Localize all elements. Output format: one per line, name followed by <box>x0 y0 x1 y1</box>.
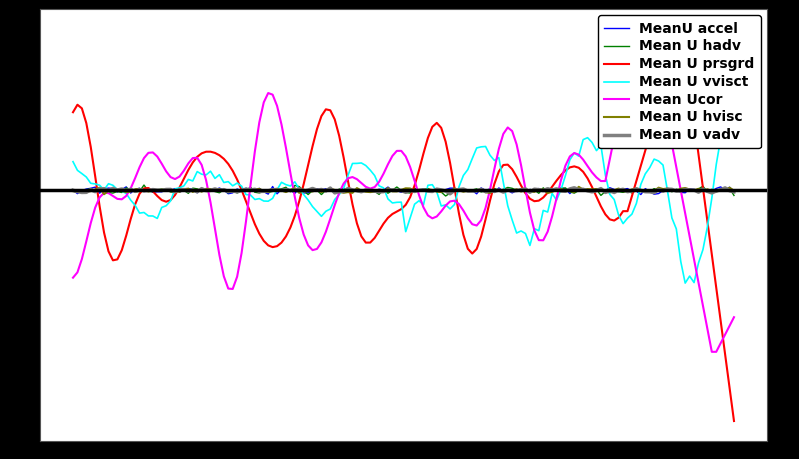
Mean U prsgrd <box>68 109 78 115</box>
MeanU accel <box>419 186 428 192</box>
MeanU accel <box>618 186 628 192</box>
Mean U prsgrd <box>414 168 423 173</box>
Mean U hadv <box>334 186 344 192</box>
Mean Ucor <box>631 26 641 32</box>
Mean U vvisct <box>729 118 739 123</box>
Mean U hadv <box>290 183 300 188</box>
Legend: MeanU accel, Mean U hadv, Mean U prsgrd, Mean U vvisct, Mean Ucor, Mean U hvisc,: MeanU accel, Mean U hadv, Mean U prsgrd,… <box>598 16 761 148</box>
Mean U hadv <box>450 188 459 193</box>
Mean U hadv <box>622 188 632 194</box>
Mean U vadv <box>68 188 78 193</box>
MeanU accel <box>530 187 539 193</box>
Line: Mean U prsgrd: Mean U prsgrd <box>73 75 734 421</box>
Mean U hvisc <box>445 189 455 195</box>
Mean U hvisc <box>334 189 344 194</box>
MeanU accel <box>290 190 300 196</box>
Mean U hvisc <box>530 189 539 195</box>
Line: Mean U vadv: Mean U vadv <box>73 188 734 194</box>
Mean Ucor <box>707 349 717 354</box>
Mean Ucor <box>330 202 340 208</box>
Mean U hvisc <box>68 188 78 194</box>
Mean U hadv <box>729 193 739 198</box>
Mean Ucor <box>525 210 535 215</box>
Mean Ucor <box>68 275 78 280</box>
Mean U hvisc <box>729 188 739 193</box>
MeanU accel <box>268 184 277 189</box>
Mean U prsgrd <box>441 139 451 145</box>
Mean U hadv <box>534 190 543 196</box>
Mean U vvisct <box>614 213 623 218</box>
Mean Ucor <box>441 203 451 208</box>
Line: Mean U vvisct: Mean U vvisct <box>73 112 734 283</box>
MeanU accel <box>68 188 78 193</box>
Mean U vadv <box>570 185 579 190</box>
Mean U vvisct <box>441 202 451 207</box>
Mean U prsgrd <box>285 225 295 230</box>
Mean U hadv <box>419 186 428 192</box>
Mean U vadv <box>530 186 539 192</box>
Mean U vvisct <box>330 197 340 202</box>
Mean U vvisct <box>414 198 423 203</box>
Mean U vadv <box>414 187 423 193</box>
Mean U vadv <box>445 191 455 196</box>
Mean U hvisc <box>419 187 428 193</box>
MeanU accel <box>445 185 455 191</box>
Line: MeanU accel: MeanU accel <box>73 186 734 195</box>
Mean U prsgrd <box>729 418 739 424</box>
Mean U vadv <box>330 190 340 196</box>
Mean U prsgrd <box>525 196 535 202</box>
Mean U vadv <box>441 188 451 194</box>
Mean U hadv <box>68 187 78 192</box>
Mean U hadv <box>139 182 149 188</box>
Mean U prsgrd <box>662 72 672 78</box>
Mean U vvisct <box>681 280 690 286</box>
Mean Ucor <box>285 170 295 175</box>
Mean U hvisc <box>574 184 583 190</box>
Mean U hvisc <box>622 188 632 194</box>
Mean U prsgrd <box>614 215 623 220</box>
Mean U vvisct <box>525 243 535 248</box>
Mean U vvisct <box>285 183 295 189</box>
Mean U hvisc <box>99 191 109 197</box>
Line: Mean U hvisc: Mean U hvisc <box>73 187 734 194</box>
Mean Ucor <box>614 113 623 118</box>
Mean U vvisct <box>68 159 78 164</box>
Mean U vadv <box>622 189 632 195</box>
Line: Mean U hadv: Mean U hadv <box>73 185 734 196</box>
Mean U hvisc <box>290 185 300 191</box>
MeanU accel <box>636 192 646 197</box>
Mean U vadv <box>729 189 739 195</box>
MeanU accel <box>729 189 739 194</box>
Mean Ucor <box>729 314 739 320</box>
MeanU accel <box>334 190 344 195</box>
Line: Mean Ucor: Mean Ucor <box>73 29 734 352</box>
Mean U vadv <box>285 188 295 193</box>
Mean U vvisct <box>725 110 734 115</box>
Mean U hadv <box>441 193 451 199</box>
Mean Ucor <box>414 192 423 198</box>
Mean U prsgrd <box>330 117 340 122</box>
